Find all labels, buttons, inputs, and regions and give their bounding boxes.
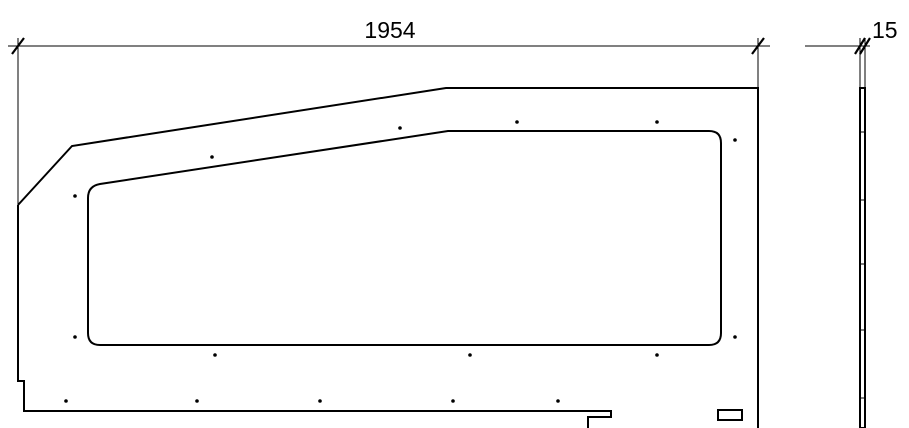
width-dimension: 1954 — [8, 17, 770, 205]
thickness-dimension: 15 — [805, 17, 898, 88]
width-dimension-label: 1954 — [364, 17, 415, 43]
panel-cutout — [87, 130, 722, 346]
thickness-tick-left — [854, 37, 866, 55]
panel-outline — [17, 87, 759, 428]
slot-rectangle — [717, 409, 743, 421]
hole-marker — [468, 353, 472, 357]
hole-marker — [73, 194, 77, 198]
hole-marker — [398, 126, 402, 130]
hole-marker — [515, 120, 519, 124]
hole-marker — [64, 399, 68, 403]
hole-marker — [733, 138, 737, 142]
hole-marker — [451, 399, 455, 403]
hole-marker — [195, 399, 199, 403]
hole-marker — [733, 335, 737, 339]
hole-marker — [210, 155, 214, 159]
hole-marker — [318, 399, 322, 403]
width-tick-right — [751, 37, 765, 55]
side-view — [859, 87, 866, 428]
fixing-holes — [64, 120, 737, 403]
hole-marker — [213, 353, 217, 357]
side-view-panel — [859, 87, 866, 428]
hole-marker — [655, 353, 659, 357]
hole-marker — [655, 120, 659, 124]
thickness-tick-right — [859, 37, 871, 55]
width-tick-left — [11, 37, 25, 55]
hole-marker — [73, 335, 77, 339]
hole-marker — [556, 399, 560, 403]
thickness-dimension-label: 15 — [872, 17, 898, 43]
